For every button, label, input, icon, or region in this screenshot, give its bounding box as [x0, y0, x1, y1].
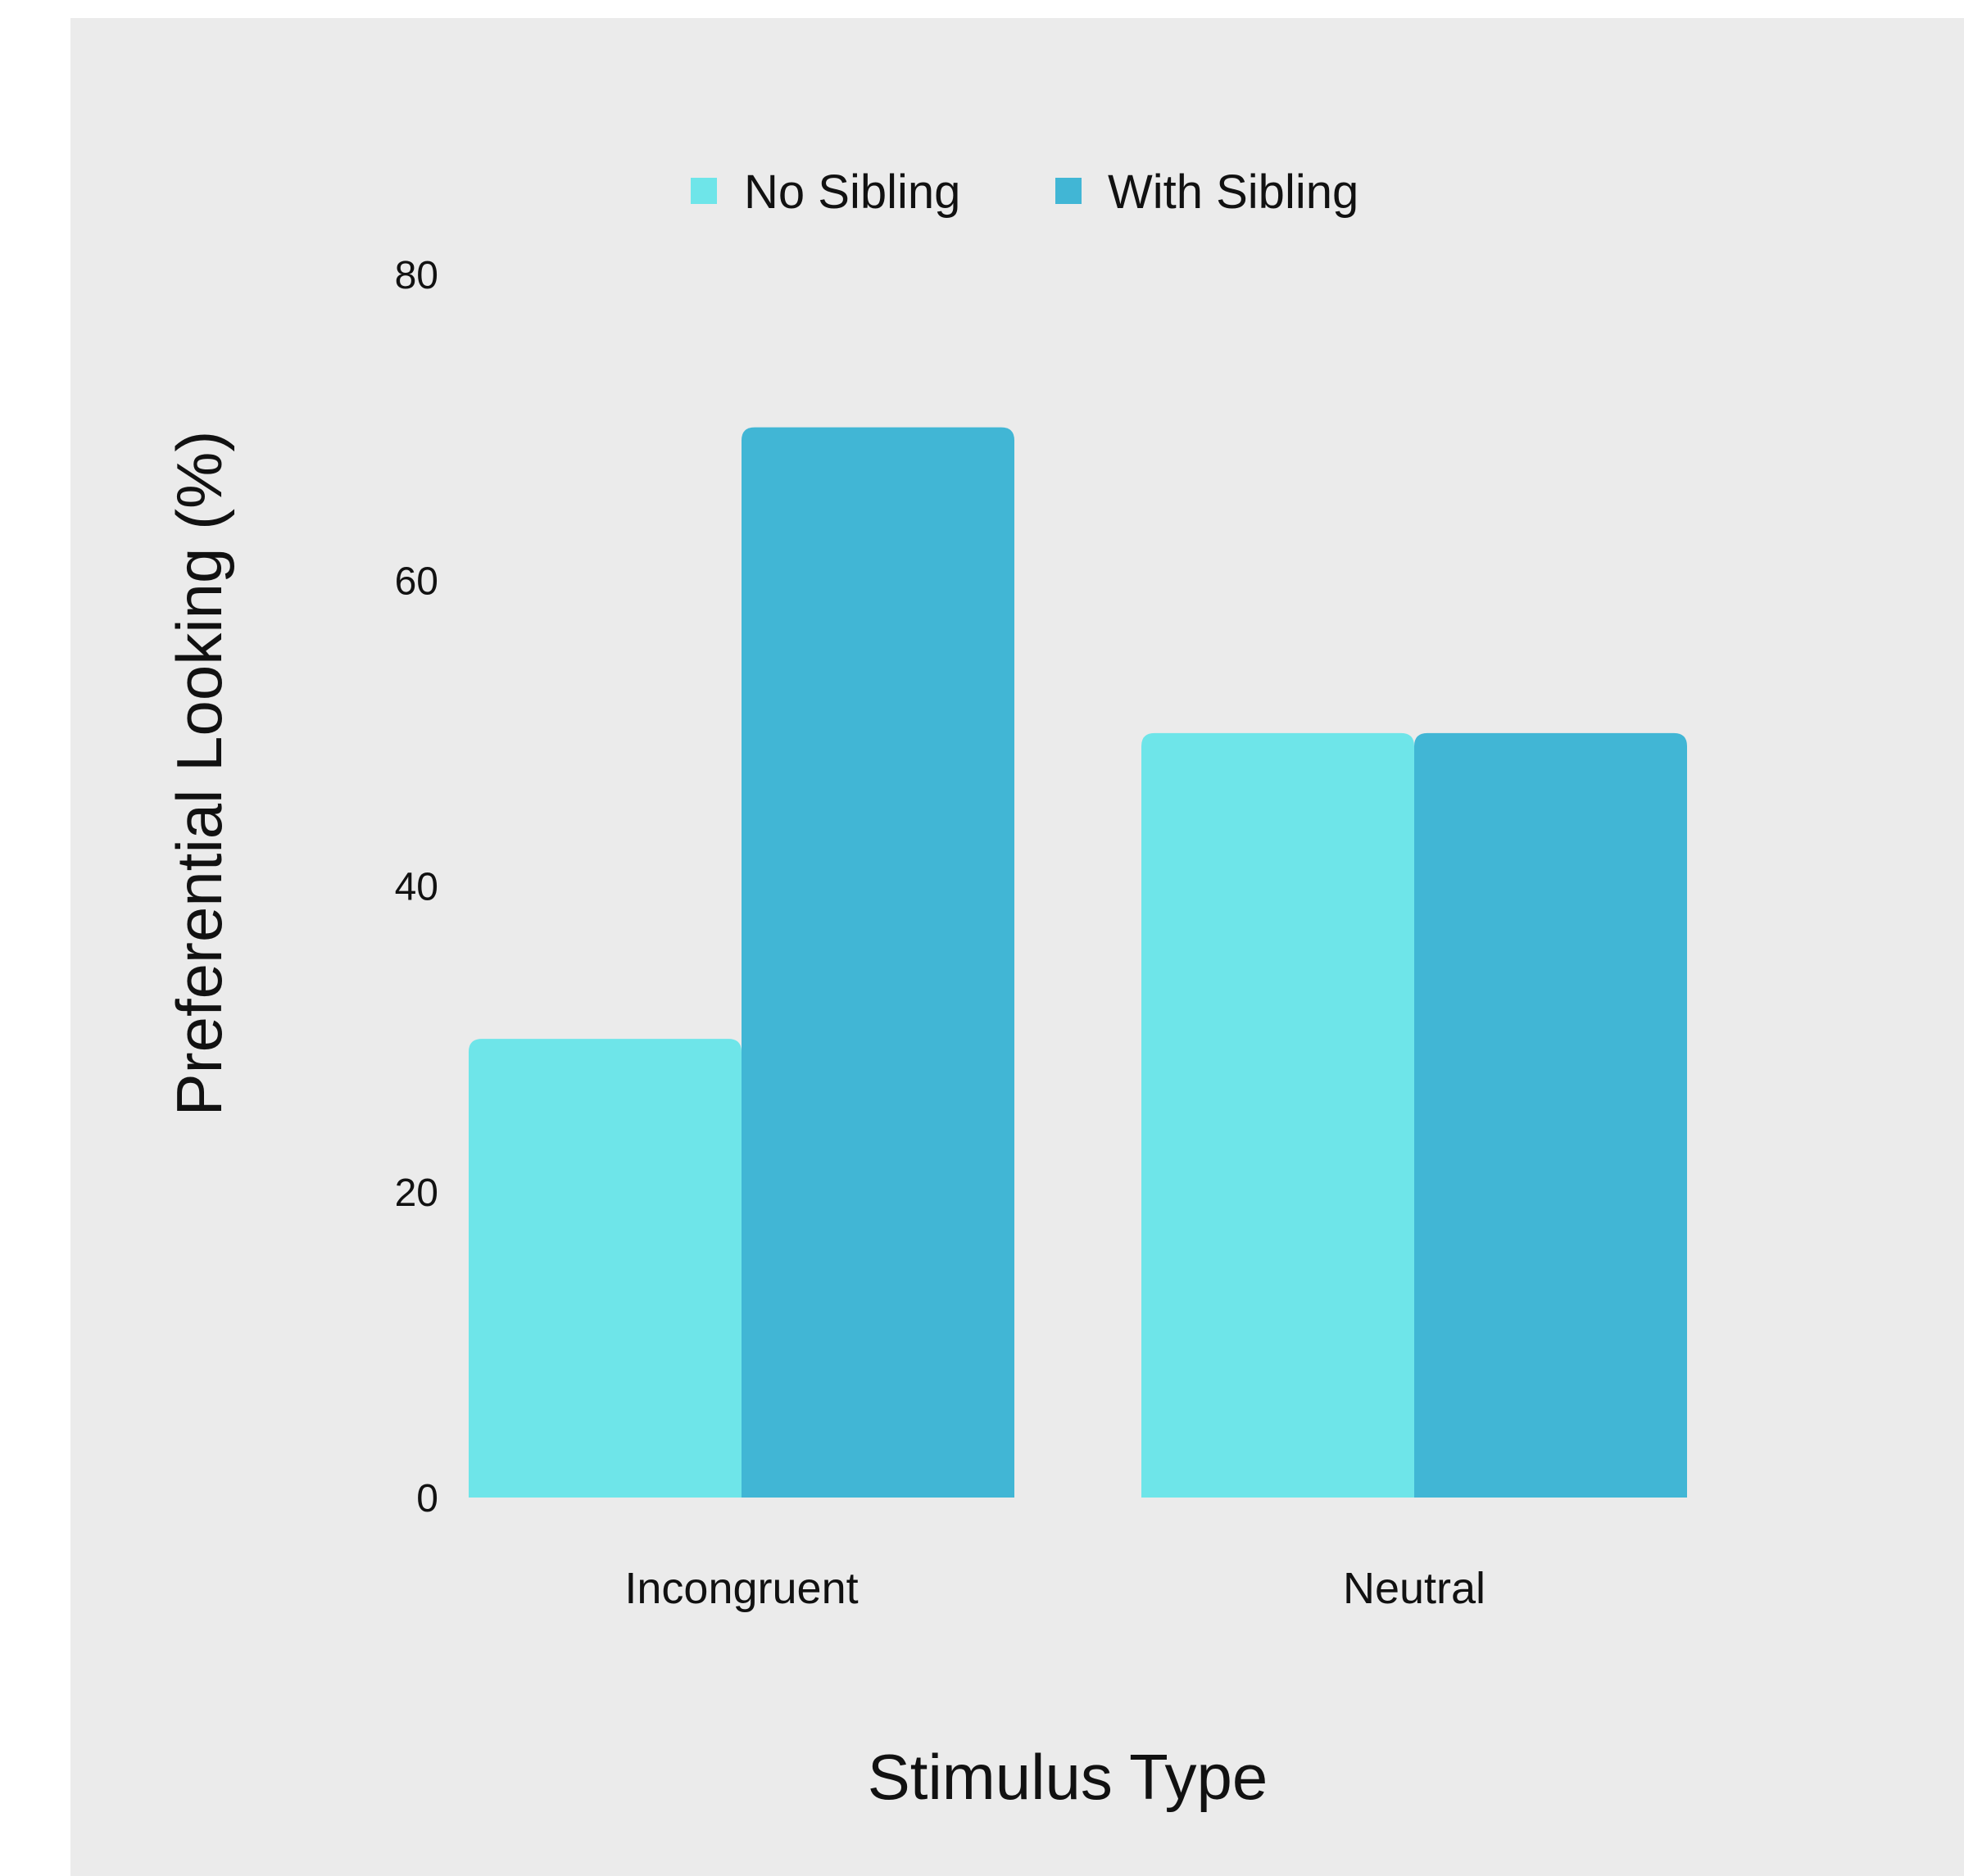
- y-tick-label: 60: [395, 560, 438, 603]
- bar-neutral-no-sibling: [1141, 732, 1414, 1498]
- y-tick-label: 80: [395, 254, 438, 297]
- x-axis-ticks: Incongruent Neutral: [624, 1564, 1485, 1613]
- bar-incongruent-no-sibling: [469, 1039, 742, 1498]
- legend-label-no-sibling: No Sibling: [744, 165, 960, 219]
- y-tick-label: 20: [395, 1171, 438, 1215]
- legend-swatch-with-sibling: [1055, 178, 1082, 204]
- x-tick-label-incongruent: Incongruent: [624, 1564, 858, 1613]
- y-tick-label: 0: [416, 1477, 438, 1520]
- x-tick-label-neutral: Neutral: [1343, 1564, 1485, 1613]
- bars: [469, 427, 1687, 1498]
- bar-incongruent-with-sibling: [742, 427, 1014, 1498]
- y-axis-ticks: 0 20 40 60 80: [395, 254, 438, 1520]
- y-axis-title: Preferential Looking (%): [163, 431, 235, 1117]
- y-tick-label: 40: [395, 866, 438, 909]
- legend-label-with-sibling: With Sibling: [1108, 165, 1358, 219]
- x-axis-title: Stimulus Type: [868, 1741, 1268, 1813]
- legend: No Sibling With Sibling: [691, 165, 1358, 219]
- legend-swatch-no-sibling: [691, 178, 717, 204]
- bar-neutral-with-sibling: [1414, 732, 1687, 1498]
